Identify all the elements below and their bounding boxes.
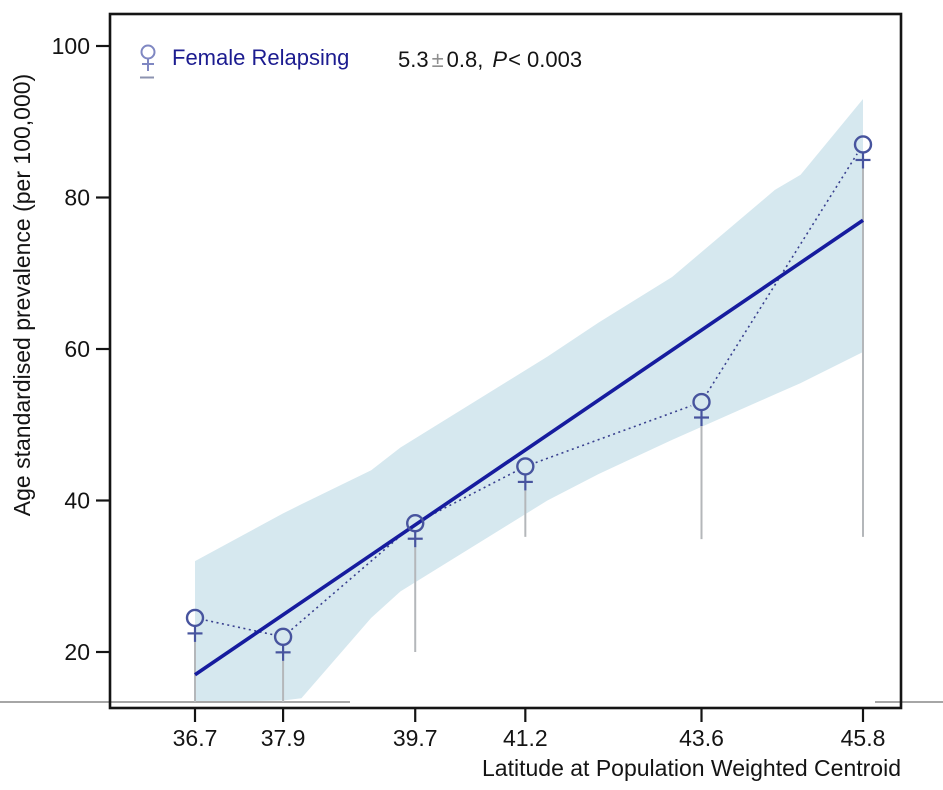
- stat-se: 0.8,: [447, 47, 484, 72]
- female-symbol-icon: [140, 44, 156, 79]
- y-tick-label: 40: [64, 488, 90, 514]
- x-tick-label: 41.2: [503, 725, 548, 751]
- plot-frame: [108, 12, 903, 710]
- legend: Female Relapsing 5.3 ±0.8, P< 0.003: [140, 44, 582, 79]
- data-point-female-symbol: [692, 392, 711, 427]
- x-tick-label: 37.9: [261, 725, 306, 751]
- x-tick-label: 36.7: [173, 725, 218, 751]
- y-axis-title: Age standardised prevalence (per 100,000…: [9, 74, 35, 516]
- data-point-female-symbol: [273, 627, 293, 661]
- data-point-female-symbol: [516, 457, 535, 491]
- plus-minus-sign: ±: [432, 47, 444, 72]
- stat-p-label: P: [492, 47, 507, 72]
- confidence-band-layer: [195, 99, 863, 702]
- regression-line-layer: [193, 218, 865, 677]
- y-tick-label: 20: [64, 639, 90, 665]
- y-axis-ticks: 20 40 60 80 100: [52, 33, 110, 665]
- confidence-band: [195, 99, 863, 702]
- data-point-female-symbol: [185, 608, 205, 642]
- female-symbol-circle: [140, 44, 156, 60]
- y-tick-label: 80: [64, 185, 90, 211]
- stat-p-value: < 0.003: [508, 47, 582, 72]
- series-dotted-segment: [424, 470, 516, 519]
- regression-line: [193, 218, 865, 677]
- x-tick-label: 39.7: [393, 725, 438, 751]
- data-point-female-symbol: [406, 514, 425, 548]
- x-axis-title: Latitude at Population Weighted Centroid: [482, 755, 901, 781]
- stat-slope: 5.3: [398, 47, 429, 72]
- series-dotted-line-layer: [205, 153, 858, 636]
- x-axis-ticks: 36.7 37.9 39.7 41.2 43.6 45.8: [173, 708, 886, 751]
- series-dotted-segment: [290, 529, 408, 631]
- axis-frame-layer: [108, 12, 903, 710]
- data-point-female-symbol: [853, 135, 873, 169]
- series-dotted-segment: [205, 619, 273, 636]
- fit-stats-label: 5.3 ±0.8, P< 0.003: [398, 47, 582, 72]
- legend-series-label: Female Relapsing: [172, 45, 349, 70]
- series-dotted-segment: [535, 405, 692, 464]
- drop-lines-layer: [194, 168, 864, 702]
- y-tick-label: 60: [64, 336, 90, 362]
- x-tick-label: 43.6: [679, 725, 724, 751]
- x-tick-label: 45.8: [841, 725, 886, 751]
- data-markers-layer: [185, 135, 873, 661]
- y-tick-label: 100: [52, 33, 90, 59]
